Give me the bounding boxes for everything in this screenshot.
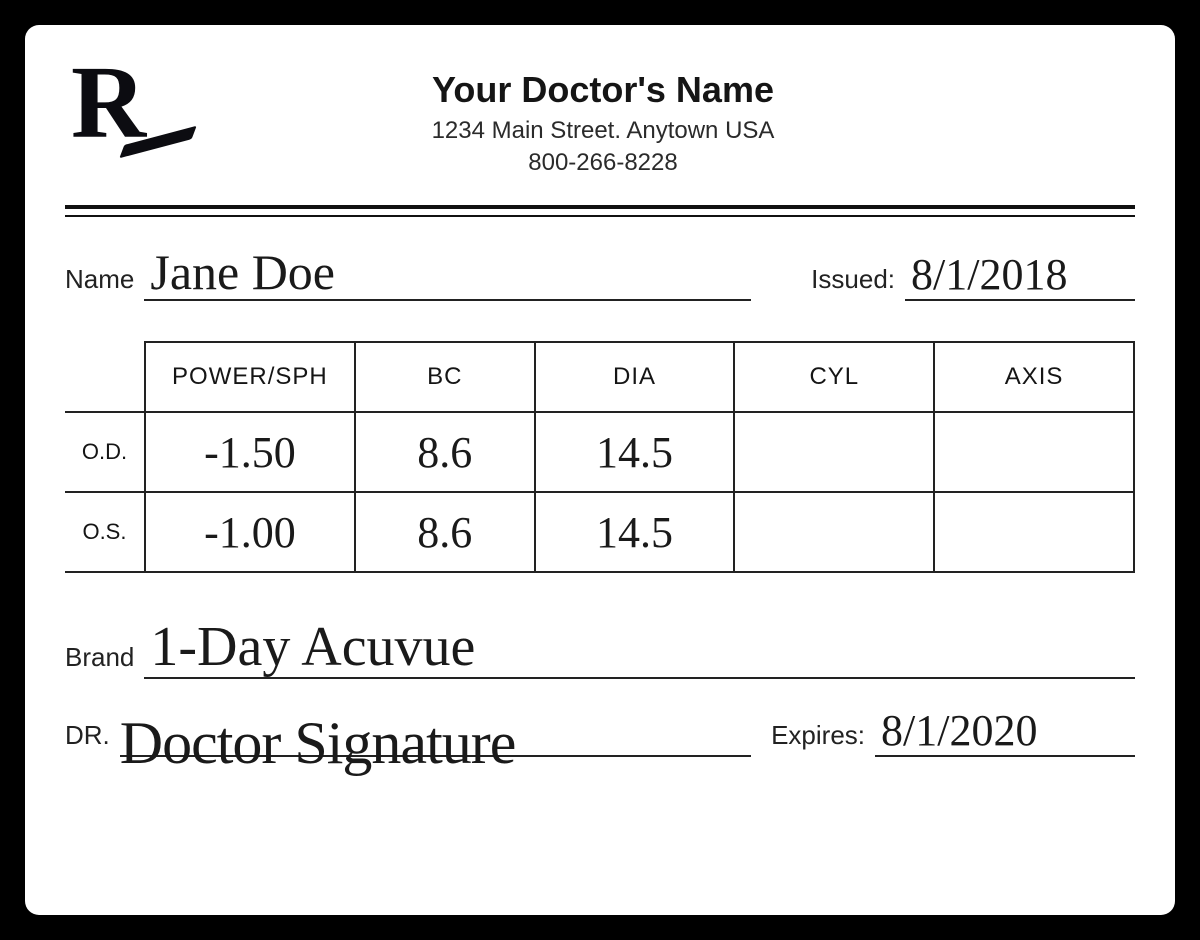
eye-od: O.D. xyxy=(65,412,145,492)
doctor-name: Your Doctor's Name xyxy=(221,69,985,111)
table-row-od: O.D. -1.50 8.6 14.5 xyxy=(65,412,1134,492)
doctor-address: 1234 Main Street. Anytown USA xyxy=(221,117,985,145)
name-field: Jane Doe xyxy=(144,247,751,301)
table-row-os: O.S. -1.00 8.6 14.5 xyxy=(65,492,1134,572)
doctor-info: Your Doctor's Name 1234 Main Street. Any… xyxy=(221,63,985,177)
signature-field: Doctor Signature xyxy=(120,713,751,757)
brand-label: Brand xyxy=(65,642,134,679)
expires-label: Expires: xyxy=(771,720,865,757)
prescription-pad: R Your Doctor's Name 1234 Main Street. A… xyxy=(25,25,1175,915)
os-dia: 14.5 xyxy=(535,492,735,572)
col-axis: AXIS xyxy=(934,342,1134,412)
os-bc: 8.6 xyxy=(355,492,535,572)
table-corner xyxy=(65,342,145,412)
os-axis xyxy=(934,492,1134,572)
col-bc: BC xyxy=(355,342,535,412)
os-power: -1.00 xyxy=(145,492,355,572)
brand-row: Brand 1-Day Acuvue xyxy=(65,619,1135,679)
signature-row: DR. Doctor Signature Expires: 8/1/2020 xyxy=(65,709,1135,757)
od-power: -1.50 xyxy=(145,412,355,492)
brand-value: 1-Day Acuvue xyxy=(150,616,475,678)
header: R Your Doctor's Name 1234 Main Street. A… xyxy=(65,63,1135,177)
os-cyl xyxy=(734,492,934,572)
od-axis xyxy=(934,412,1134,492)
dr-label: DR. xyxy=(65,720,110,757)
eye-os: O.S. xyxy=(65,492,145,572)
name-label: Name xyxy=(65,264,134,301)
name-value: Jane Doe xyxy=(150,244,335,300)
rx-symbol: R xyxy=(71,59,201,147)
doctor-phone: 800-266-8228 xyxy=(221,149,985,177)
col-power: POWER/SPH xyxy=(145,342,355,412)
expires-field: 8/1/2020 xyxy=(875,709,1135,757)
od-dia: 14.5 xyxy=(535,412,735,492)
signature-value: Doctor Signature xyxy=(120,713,516,773)
col-cyl: CYL xyxy=(734,342,934,412)
expires-value: 8/1/2020 xyxy=(881,706,1037,755)
issued-field: 8/1/2018 xyxy=(905,253,1135,301)
col-dia: DIA xyxy=(535,342,735,412)
prescription-table: POWER/SPH BC DIA CYL AXIS O.D. -1.50 8.6… xyxy=(65,341,1135,573)
issued-label: Issued: xyxy=(811,264,895,301)
od-bc: 8.6 xyxy=(355,412,535,492)
double-rule xyxy=(65,205,1135,217)
name-row: Name Jane Doe Issued: 8/1/2018 xyxy=(65,247,1135,301)
issued-value: 8/1/2018 xyxy=(911,250,1067,299)
od-cyl xyxy=(734,412,934,492)
brand-field: 1-Day Acuvue xyxy=(144,619,1135,679)
